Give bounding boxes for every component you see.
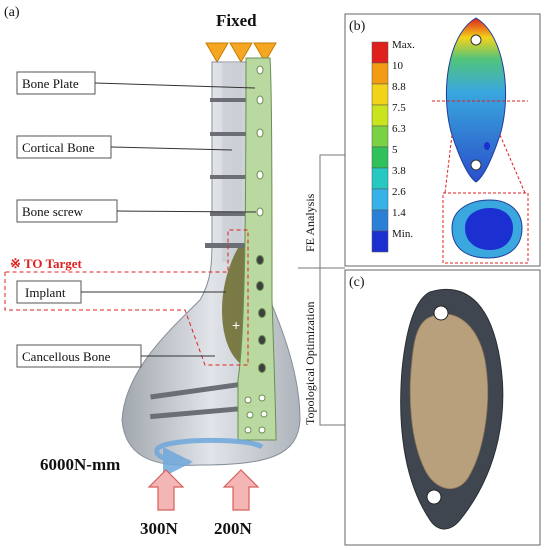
moment-arrow (154, 437, 264, 477)
legend-swatch (371, 125, 389, 148)
zoom-guide-right (499, 134, 526, 194)
stress-minimum-spot (484, 142, 490, 150)
plate-holes (244, 65, 268, 434)
fixed-support-triangles (205, 42, 277, 63)
plate-hole (258, 335, 266, 345)
fe-analysis-label: FE Analysis (303, 193, 317, 252)
implant-label: Implant (25, 285, 66, 300)
plate-hole (256, 255, 264, 265)
legend-swatch (371, 209, 389, 232)
plate-hole (256, 170, 264, 180)
plate-hole (260, 410, 268, 418)
to-target-outline (4, 229, 249, 366)
force-left-label: 300N (140, 519, 179, 538)
legend-label: 5 (392, 144, 398, 156)
fixed-triangle (253, 42, 277, 63)
bracket-line (319, 154, 345, 426)
force-arrow-right (222, 469, 260, 511)
screw-hole-bottom (426, 489, 442, 505)
legend-swatch (371, 146, 389, 169)
plate-hole (246, 411, 254, 419)
screw (210, 132, 258, 136)
force-arrow-left (147, 469, 185, 511)
plate-hole (256, 207, 264, 217)
screw-hole-bottom (470, 159, 482, 171)
legend-swatch (371, 230, 389, 253)
cross-section-core (465, 208, 513, 250)
optimized-material-region (409, 313, 489, 490)
screw (210, 212, 258, 216)
leader-line (94, 82, 256, 89)
stress-legend: Max. 10 8.8 7.5 6.3 5 3.8 2.6 1.4 Min. (371, 39, 415, 253)
to-target-label: ※ TO Target (10, 256, 82, 271)
legend-swatch (371, 62, 389, 85)
plate-hole (258, 394, 266, 402)
plate-hole (258, 308, 266, 318)
center-marker-icon: + (232, 317, 240, 333)
plate-hole (256, 281, 264, 291)
legend-label: 6.3 (392, 123, 406, 135)
force-right-label: 200N (214, 519, 253, 538)
plate-hole (258, 426, 266, 434)
label-bone-plate: Bone Plate (16, 71, 256, 95)
legend-label: Min. (392, 228, 413, 240)
cancellous-bone-label: Cancellous Bone (22, 349, 111, 364)
panel-a-tag: (a) (4, 5, 20, 20)
fixed-triangle (229, 42, 253, 63)
legend-label: 2.6 (392, 186, 406, 198)
plate-hole (244, 396, 252, 404)
plate-hole (256, 65, 264, 75)
side-bracket (298, 154, 345, 426)
legend-label: Max. (392, 39, 415, 51)
cortical-shaft-shading (222, 62, 242, 262)
screw (210, 98, 258, 102)
cortical-bone-label: Cortical Bone (22, 140, 95, 155)
legend-label: 10 (392, 60, 404, 72)
stress-contour-implant (445, 17, 507, 183)
screw (210, 175, 258, 179)
plate-hole (256, 128, 264, 138)
screw-hole-top (470, 34, 482, 46)
bone-plate-model (237, 57, 277, 441)
legend-label: 1.4 (392, 207, 406, 219)
panel-b-tag: (b) (349, 19, 366, 34)
legend-label: 7.5 (392, 102, 406, 114)
plate-hole (258, 363, 266, 373)
legend-label: 3.8 (392, 165, 406, 177)
plate-hole (256, 95, 264, 105)
screw (150, 381, 245, 400)
label-implant: Implant (16, 280, 226, 304)
legend-swatch (371, 41, 389, 64)
moment-load-label: 6000N-mm (40, 455, 120, 474)
panel-c-tag: (c) (349, 275, 365, 290)
legend-swatch (371, 104, 389, 127)
bone-plate-label: Bone Plate (22, 76, 79, 91)
fixed-label: Fixed (216, 11, 257, 30)
screw (150, 405, 246, 420)
legend-swatch (371, 188, 389, 211)
legend-swatch (371, 167, 389, 190)
plate-hole (244, 426, 252, 434)
label-cancellous-bone: Cancellous Bone (16, 344, 215, 368)
fixed-triangle (205, 42, 229, 63)
leader-line (110, 146, 233, 151)
legend-swatch (371, 83, 389, 106)
leader-line (116, 210, 257, 213)
topological-optimization-label: Topological Optimization (303, 302, 317, 425)
bone-screws (150, 98, 258, 420)
screw (205, 243, 257, 248)
screw-hole-top (433, 305, 449, 321)
bone-screw-label: Bone screw (22, 204, 84, 219)
label-cortical-bone: Cortical Bone (16, 135, 233, 159)
label-bone-screw: Bone screw (16, 199, 257, 223)
legend-label: 8.8 (392, 81, 406, 93)
